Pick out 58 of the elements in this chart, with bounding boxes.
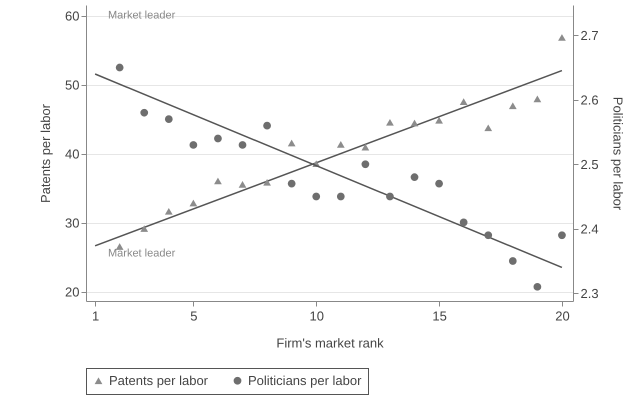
legend-label: Politicians per labor (248, 372, 362, 388)
x-tick-label: 20 (555, 308, 570, 324)
point (484, 124, 492, 132)
point (336, 192, 345, 200)
legend-label: Patents per labor (109, 372, 209, 388)
x-tick-label: 15 (432, 308, 447, 324)
point (460, 98, 468, 105)
point (263, 178, 271, 186)
point (116, 64, 124, 72)
point (214, 178, 222, 184)
point (288, 180, 296, 188)
point (435, 116, 443, 124)
point (190, 200, 198, 206)
point (558, 34, 566, 41)
y-tick-label: 60 (65, 8, 80, 24)
point (164, 115, 173, 124)
point (558, 231, 566, 240)
x-tick-label: 10 (309, 308, 324, 324)
y-tick-label: 50 (65, 78, 80, 93)
y2-tick-label: 2.3 (580, 286, 599, 301)
point (534, 95, 542, 102)
y-tick-label: 20 (65, 284, 80, 300)
point (140, 108, 148, 117)
x-axis-title: Firm's market rank (276, 336, 384, 350)
y2-axis-title: Politicians per labor (610, 96, 626, 211)
y-tick-label: 40 (65, 146, 80, 162)
point (263, 122, 271, 130)
point (534, 282, 542, 291)
x-tick-label: 1 (92, 308, 100, 324)
point (336, 141, 345, 148)
point (435, 180, 443, 188)
point (238, 181, 246, 188)
y2-tick-label: 2.7 (580, 28, 599, 43)
point (508, 257, 517, 265)
point (312, 192, 320, 200)
y-tick-label: 30 (65, 216, 80, 231)
point (508, 102, 517, 110)
point (288, 140, 296, 146)
annotation: Market leader (108, 9, 176, 22)
point (190, 141, 198, 149)
point (484, 231, 492, 240)
point (238, 141, 246, 149)
y2-tick-label: 2.6 (580, 92, 599, 108)
point (460, 218, 468, 226)
y-axis-title: Patents per labor (38, 103, 54, 204)
point (410, 120, 418, 126)
y2-tick-label: 2.4 (580, 221, 599, 236)
point (140, 225, 148, 232)
point (362, 144, 370, 150)
point (164, 208, 173, 215)
point (362, 160, 370, 168)
point (386, 118, 394, 126)
point (386, 192, 394, 200)
point (410, 173, 418, 182)
annotation: Market leader (108, 248, 176, 260)
y2-tick-label: 2.5 (580, 156, 599, 172)
point (214, 134, 222, 142)
x-tick-label: 5 (190, 308, 198, 324)
